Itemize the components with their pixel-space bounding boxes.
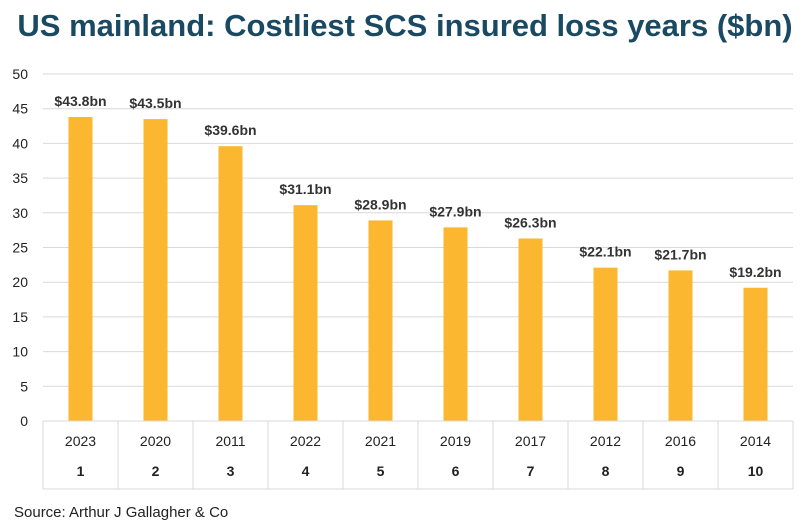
data-label: $43.8bn: [54, 93, 106, 109]
data-label: $28.9bn: [354, 196, 406, 212]
rank-label: 6: [452, 463, 460, 479]
y-tick-label: 5: [20, 378, 28, 394]
x-tick-label: 2012: [590, 433, 621, 449]
chart-title: US mainland: Costliest SCS insured loss …: [17, 8, 793, 43]
rank-label: 1: [77, 463, 85, 479]
data-label: $19.2bn: [729, 264, 781, 280]
y-axis-ticks: 0 5 10 15 20 25 30 35 40 45 50: [12, 66, 28, 429]
rank-label: 4: [302, 463, 310, 479]
rank-label: 9: [677, 463, 685, 479]
bar: [518, 238, 543, 421]
rank-label: 8: [602, 463, 610, 479]
x-tick-label: 2022: [290, 433, 321, 449]
x-tick-label: 2019: [440, 433, 471, 449]
x-tick-label: 2017: [515, 433, 546, 449]
y-tick-label: 20: [12, 274, 28, 290]
bar: [368, 220, 393, 421]
bar: [743, 287, 768, 421]
gridlines: [43, 73, 793, 422]
y-tick-label: 30: [12, 205, 28, 221]
data-label: $27.9bn: [429, 203, 481, 219]
y-tick-label: 35: [12, 170, 28, 186]
bar: [68, 117, 93, 421]
data-label: $22.1bn: [579, 244, 631, 260]
y-tick-label: 40: [12, 135, 28, 151]
x-tick-label: 2020: [140, 433, 171, 449]
x-tick-label: 2023: [65, 433, 96, 449]
rank-label: 5: [377, 463, 385, 479]
y-tick-label: 25: [12, 240, 28, 256]
x-axis-table: 2023 1 2020 2 2011 3 2022 4 2021 5 2019 6 2017 7 2012 8…: [42, 420, 794, 490]
y-tick-label: 15: [12, 309, 28, 325]
bar: [593, 267, 618, 421]
y-tick-label: 50: [12, 66, 28, 82]
y-tick-label: 10: [12, 344, 28, 360]
rank-label: 7: [527, 463, 535, 479]
x-tick-label: 2016: [665, 433, 696, 449]
x-tick-label: 2014: [740, 433, 771, 449]
y-tick-label: 0: [20, 413, 28, 429]
data-label: $21.7bn: [654, 246, 706, 262]
bar: [443, 227, 468, 421]
x-tick-label: 2021: [365, 433, 396, 449]
bar: [668, 270, 693, 421]
rank-label: 2: [152, 463, 160, 479]
x-tick-label: 2011: [215, 433, 245, 449]
bars: [68, 117, 768, 422]
data-label: $43.5bn: [129, 95, 181, 111]
data-labels: $43.8bn $43.5bn $39.6bn $31.1bn $28.9bn $27.9…: [54, 93, 781, 280]
y-tick-label: 45: [12, 101, 28, 117]
source-note: Source: Arthur J Gallagher & Co: [14, 504, 229, 521]
bar: [293, 205, 318, 421]
rank-label: 3: [227, 463, 235, 479]
data-label: $31.1bn: [279, 181, 331, 197]
rank-label: 10: [748, 463, 764, 479]
data-label: $26.3bn: [504, 214, 556, 230]
bar: [143, 119, 168, 422]
data-label: $39.6bn: [204, 122, 256, 138]
bar: [218, 146, 243, 421]
